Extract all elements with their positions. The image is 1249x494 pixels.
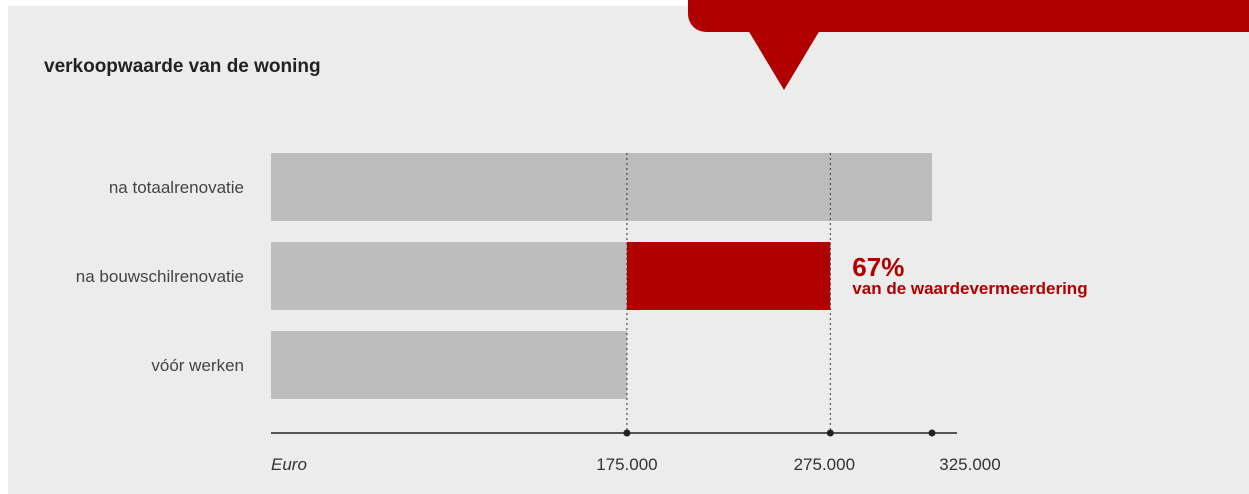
- tick-dot-1: [826, 429, 834, 437]
- annotation-percentage: 67%: [852, 252, 904, 282]
- tick-dot-2: [928, 429, 936, 437]
- tick-label-2: 325.000: [939, 455, 1000, 474]
- header-banner: [688, 0, 1249, 32]
- bar-2: [271, 331, 627, 399]
- highlight-segment: [626, 242, 831, 310]
- bar-0: [271, 153, 932, 221]
- chart-title: verkoopwaarde van de woning: [44, 56, 321, 77]
- category-label-1: na bouwschilrenovatie: [76, 267, 244, 286]
- tick-dot-0: [623, 429, 631, 437]
- x-axis-unit-label: Euro: [271, 455, 307, 474]
- tick-label-1: 275.000: [794, 455, 855, 474]
- annotation-text: van de waardevermeerdering: [852, 279, 1087, 298]
- category-label-2: vóór werken: [151, 356, 244, 375]
- tick-label-0: 175.000: [596, 455, 657, 474]
- category-label-0: na totaalrenovatie: [109, 178, 244, 197]
- pointer-arrow-icon: [748, 30, 820, 90]
